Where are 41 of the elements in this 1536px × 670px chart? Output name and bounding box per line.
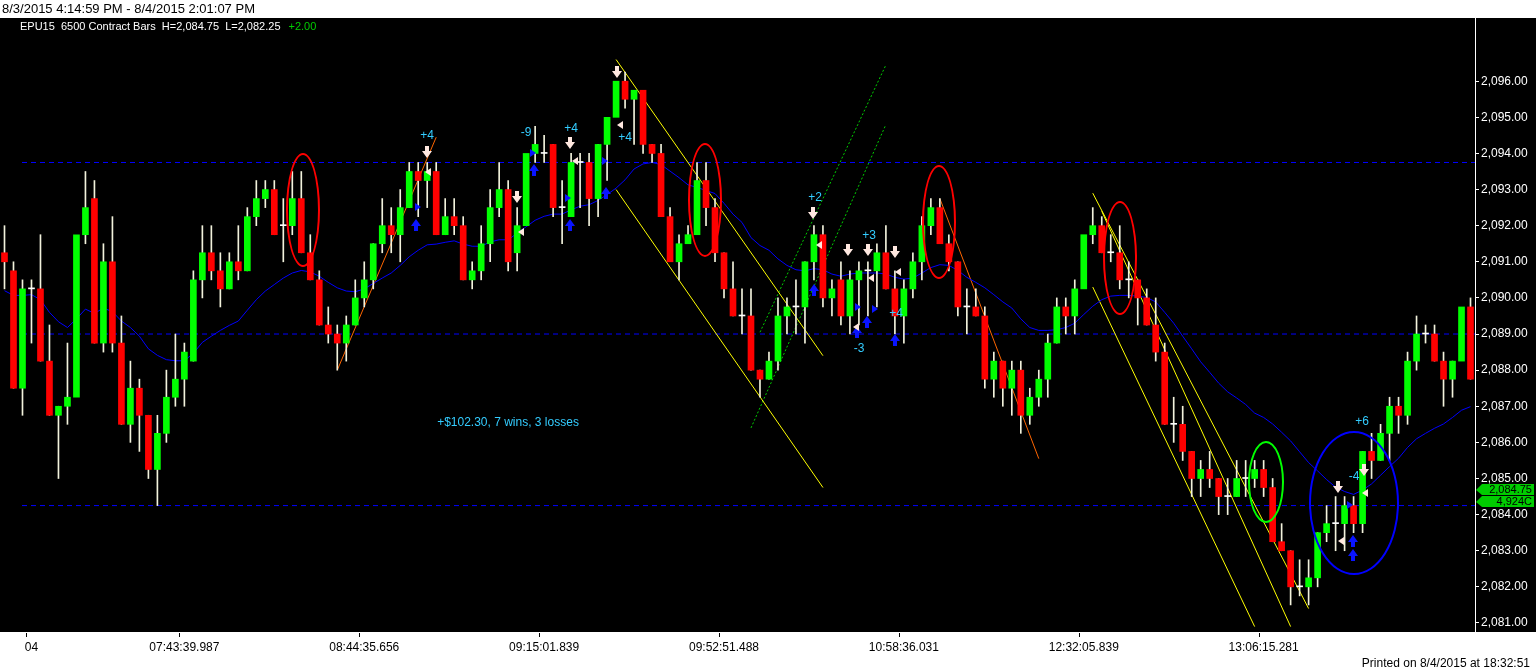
annotation: +4: [564, 121, 579, 136]
x-tick-label: 04: [24, 639, 39, 654]
annotation: +3: [862, 228, 877, 243]
y-tick-label: 2,093.00: [1481, 181, 1529, 196]
y-tick-label: 2,087.00: [1481, 398, 1529, 413]
y-tick-label: 2,084.00: [1481, 506, 1529, 521]
annotation: +2.00: [288, 20, 317, 33]
x-tick-label: 08:44:35.656: [329, 639, 400, 654]
y-tick-label: 2,091.00: [1481, 254, 1529, 269]
y-tick-label: 2,088.00: [1481, 362, 1529, 377]
y-tick-label: 2,086.00: [1481, 434, 1529, 449]
annotation: +4: [420, 128, 435, 143]
annotation: -4: [1348, 469, 1360, 484]
text: 2,084.75: [1489, 483, 1532, 496]
chart-title: 8/3/2015 4:14:59 PM - 8/4/2015 2:01:07 PM: [2, 1, 255, 16]
x-tick-label: 09:15:01.839: [509, 639, 580, 654]
annotation: +$102.30, 7 wins, 3 losses: [437, 415, 579, 430]
annotation: +4: [618, 130, 633, 145]
y-tick-label: 2,094.00: [1481, 145, 1529, 160]
x-tick-label: 09:52:51.488: [688, 639, 760, 654]
y-tick-label: 2,085.00: [1481, 470, 1529, 485]
y-tick-label: 2,081.00: [1481, 615, 1529, 630]
annotation: -3: [853, 341, 865, 356]
annotation: -9: [520, 125, 532, 140]
chart-subtitle: EPU15 6500 Contract Bars H=2,084.75 L=2,082.25: [20, 20, 281, 33]
y-tick-label: 2,095.00: [1481, 109, 1529, 124]
y-tick-label: 2,092.00: [1481, 217, 1529, 232]
text: 4,924C: [1496, 495, 1533, 508]
x-tick-label: 10:58:36.031: [868, 639, 940, 654]
x-tick-label: 07:43:39.987: [149, 639, 220, 654]
y-tick-label: 2,089.00: [1481, 326, 1529, 341]
annotation: +4: [889, 306, 904, 321]
y-tick-label: 2,082.00: [1481, 579, 1529, 594]
y-tick-label: 2,090.00: [1481, 290, 1529, 305]
annotation: +6: [1355, 414, 1370, 429]
text: Printed on 8/4/2015 at 18:32:51: [1361, 656, 1531, 670]
x-tick-label: 13:06:15.281: [1228, 639, 1299, 654]
annotation: +2: [808, 190, 823, 205]
x-tick-label: 12:32:05.839: [1048, 639, 1120, 654]
y-tick-label: 2,096.00: [1481, 73, 1529, 88]
y-tick-label: 2,083.00: [1481, 543, 1529, 558]
